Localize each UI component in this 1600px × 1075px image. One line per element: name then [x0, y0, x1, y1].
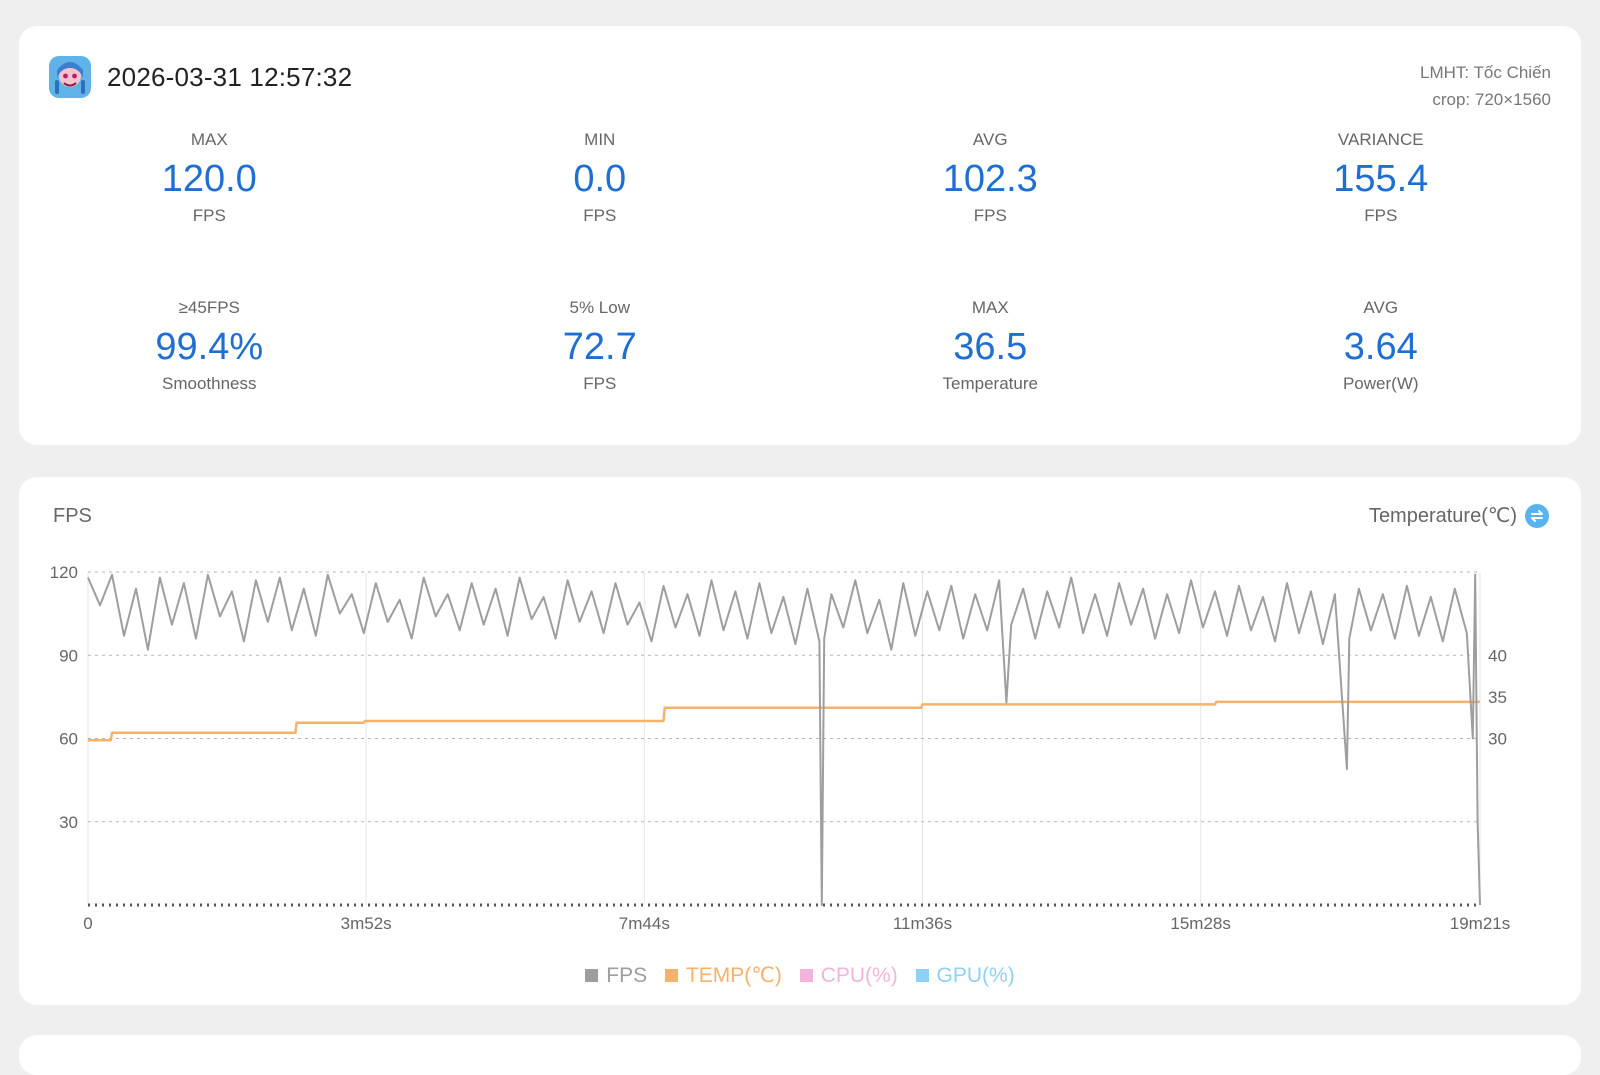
y-left-tick-label: 30	[59, 813, 78, 832]
legend-swatch	[799, 969, 813, 982]
game-app-icon	[49, 56, 91, 98]
y-right-tick-label: 30	[1488, 730, 1507, 749]
session-header: 2026-03-31 12:57:32	[49, 56, 352, 98]
stat-value: 36.5	[953, 326, 1028, 368]
stat-min-fps: MIN 0.0 FPS	[405, 130, 796, 298]
stat-value: 0.0	[573, 158, 627, 200]
stat-label: MAX	[971, 298, 1009, 317]
x-tick-label: 3m52s	[341, 914, 392, 933]
fps-series-layer	[87, 573, 1481, 906]
stat-value: 120.0	[161, 158, 257, 200]
legend-label: TEMP(℃)	[685, 964, 782, 987]
stat-value: 155.4	[1333, 158, 1429, 200]
legend-item-fps[interactable]: FPS	[585, 964, 647, 988]
legend-swatch	[585, 969, 599, 982]
session-meta: LMHT: Tốc Chiến crop: 720×1560	[1420, 59, 1551, 113]
legend-item-cpu[interactable]: CPU(%)	[799, 963, 898, 988]
y-left-tick-label: 120	[50, 563, 78, 582]
legend-label: FPS	[606, 963, 648, 987]
stat-value: 72.7	[562, 326, 637, 368]
stats-grid: MAX 120.0 FPS MIN 0.0 FPS AVG 102.3 FPS …	[19, 130, 1581, 466]
swap-axis-icon[interactable]	[1525, 503, 1549, 528]
x-tick-label: 19m21s	[1450, 914, 1510, 933]
summary-card: 2026-03-31 12:57:32 LMHT: Tốc Chiến crop…	[19, 26, 1581, 445]
fps-series-line	[87, 573, 1481, 906]
performance-chart[interactable]: 120 90 60 30 40 35 30 0 3m52s 7m44s 11m36s 15m28s 19…	[19, 477, 1581, 947]
y-right-tick-label: 40	[1488, 646, 1507, 665]
x-tick-label: 15m28s	[1170, 914, 1230, 933]
stat-value: 102.3	[942, 158, 1038, 200]
y-right-tick-label: 35	[1488, 688, 1507, 707]
crop-size: crop: 720×1560	[1432, 90, 1551, 109]
stat-label: ≥45FPS	[178, 298, 240, 317]
stat-smoothness: ≥45FPS 99.4% Smoothness	[14, 298, 405, 466]
session-datetime: 2026-03-31 12:57:32	[107, 61, 353, 92]
stat-max-temperature: MAX 36.5 Temperature	[795, 298, 1186, 466]
stat-label: 5% Low	[569, 298, 630, 317]
next-card	[19, 1035, 1581, 1075]
x-tick-label: 7m44s	[619, 914, 670, 933]
stat-max-fps: MAX 120.0 FPS	[14, 130, 405, 298]
legend-swatch	[915, 969, 929, 982]
stat-label: MIN	[584, 130, 616, 149]
stat-label: AVG	[972, 130, 1008, 149]
stat-label: VARIANCE	[1337, 130, 1424, 149]
chart-right-axis-title: Temperature(℃)	[1368, 505, 1517, 527]
legend-label: GPU(%)	[936, 963, 1015, 987]
stat-unit: Temperature	[942, 374, 1038, 393]
chart-left-axis-title: FPS	[53, 505, 92, 527]
chart-card: FPS Temperature(℃) 120 90 60 30 40 35 30 0 3m52s…	[19, 477, 1581, 1005]
x-tick-label: 11m36s	[893, 914, 952, 933]
stat-label: MAX	[190, 130, 228, 149]
stat-avg-power: AVG 3.64 Power(W)	[1186, 298, 1577, 466]
stat-variance-fps: VARIANCE 155.4 FPS	[1186, 130, 1577, 298]
temp-series-layer	[88, 700, 1480, 742]
stat-unit: FPS	[973, 206, 1007, 225]
stat-avg-fps: AVG 102.3 FPS	[795, 130, 1186, 298]
stat-unit: FPS	[583, 374, 617, 393]
legend-swatch	[664, 969, 678, 982]
chart-legend: FPS TEMP(℃) CPU(%) GPU(%)	[19, 963, 1581, 988]
chart-right-axis-title-wrap: Temperature(℃)	[1369, 503, 1549, 528]
stat-value: 3.64	[1343, 326, 1418, 368]
grid-layer	[87, 571, 1481, 907]
stats-row-fps: MAX 120.0 FPS MIN 0.0 FPS AVG 102.3 FPS …	[19, 130, 1581, 298]
stat-unit: Smoothness	[162, 374, 257, 393]
stat-5pct-low: 5% Low 72.7 FPS	[405, 298, 796, 466]
stat-value: 99.4%	[155, 326, 264, 368]
y-left-tick-label: 60	[59, 730, 78, 749]
x-tick-label: 0	[83, 914, 92, 933]
legend-label: CPU(%)	[820, 963, 898, 987]
stat-unit: FPS	[1364, 206, 1398, 225]
stat-unit: FPS	[192, 206, 226, 225]
stat-unit: FPS	[583, 206, 617, 225]
y-left-tick-label: 90	[59, 646, 78, 665]
stats-row-extra: ≥45FPS 99.4% Smoothness 5% Low 72.7 FPS …	[19, 298, 1581, 466]
temp-series-line	[88, 700, 1480, 742]
axis-layer: 120 90 60 30 40 35 30 0 3m52s 7m44s 11m36s 15m28s 19…	[50, 563, 1511, 933]
app-name: LMHT: Tốc Chiến	[1419, 63, 1551, 82]
legend-item-gpu[interactable]: GPU(%)	[915, 963, 1015, 988]
stat-label: AVG	[1363, 298, 1399, 317]
legend-item-temp[interactable]: TEMP(℃)	[664, 963, 782, 988]
stat-unit: Power(W)	[1342, 374, 1419, 393]
